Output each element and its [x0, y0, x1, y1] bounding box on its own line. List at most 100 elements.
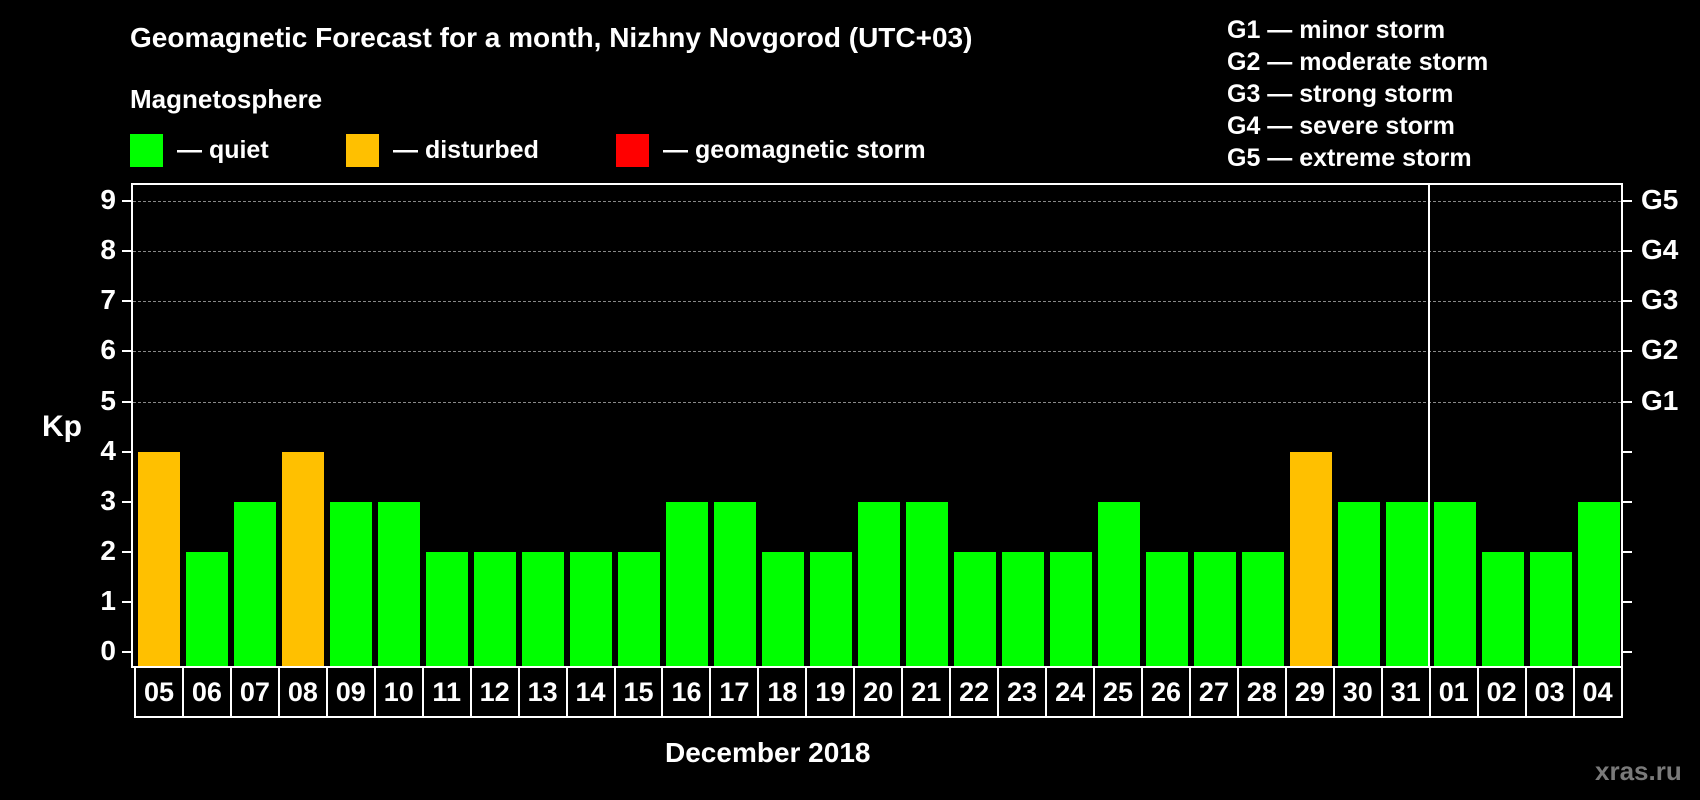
right-y-tick	[1623, 500, 1632, 503]
y-axis-label: Kp	[42, 410, 82, 443]
disturbed-swatch	[346, 133, 379, 167]
date-label: 14	[568, 668, 616, 716]
bar-23	[1002, 551, 1044, 668]
gridline	[133, 251, 1621, 253]
plot-frame	[131, 183, 1623, 668]
date-label: 02	[1479, 668, 1527, 716]
y-tick-label: 5	[100, 384, 116, 416]
bar-12	[474, 551, 516, 668]
y-tick	[122, 550, 131, 553]
storm-level-g2: G2 — moderate storm	[1227, 48, 1489, 76]
y-tick	[122, 450, 131, 453]
storm-level-tick-label: G1	[1641, 384, 1679, 416]
date-label: 31	[1383, 668, 1431, 716]
storm-level-g3: G3 — strong storm	[1227, 80, 1454, 108]
y-tick-label: 1	[100, 584, 116, 616]
date-label: 27	[1191, 668, 1239, 716]
right-y-tick	[1623, 600, 1632, 603]
chart-subtitle: Magnetosphere	[130, 84, 323, 114]
bar-25	[1098, 501, 1140, 668]
bar-10	[378, 501, 420, 668]
date-label: 23	[999, 668, 1048, 716]
y-tick-label: 9	[100, 184, 116, 216]
y-tick-label: 4	[100, 434, 116, 466]
legend-storm: — geomagnetic storm	[616, 133, 926, 167]
right-y-tick	[1623, 550, 1632, 553]
bar-27	[1194, 551, 1236, 668]
legend-label: — geomagnetic storm	[663, 135, 926, 164]
gridline	[133, 201, 1621, 203]
gridline	[133, 351, 1621, 353]
y-tick-label: 2	[100, 534, 116, 566]
date-label: 05	[136, 668, 184, 716]
date-label: 09	[328, 668, 376, 716]
bar-29	[1290, 451, 1332, 668]
bar-16	[666, 501, 708, 668]
bar-02	[1482, 551, 1524, 668]
y-tick	[122, 600, 131, 603]
y-tick-label: 8	[100, 234, 116, 266]
date-label: 13	[520, 668, 568, 716]
bar-21	[906, 501, 948, 668]
legend-label: — quiet	[177, 135, 269, 164]
bar-05	[138, 451, 180, 668]
y-tick	[122, 350, 131, 353]
y-tick	[122, 200, 131, 203]
date-label: 25	[1095, 668, 1144, 716]
storm-level-tick-label: G5	[1641, 184, 1679, 216]
bar-09	[330, 501, 372, 668]
date-label: 21	[903, 668, 952, 716]
date-label: 29	[1287, 668, 1335, 716]
x-axis-label: December 2018	[665, 737, 871, 768]
right-y-tick	[1623, 400, 1632, 403]
bar-03	[1530, 551, 1572, 668]
storm-level-tick-label: G3	[1641, 284, 1679, 316]
chart-title: Geomagnetic Forecast for a month, Nizhny…	[130, 22, 973, 53]
y-tick	[122, 400, 131, 403]
y-tick	[122, 500, 131, 503]
storm-level-tick-label: G2	[1641, 334, 1679, 366]
bar-30	[1338, 501, 1380, 668]
date-label: 11	[424, 668, 472, 716]
date-label: 01	[1431, 668, 1479, 716]
legend-disturbed: — disturbed	[346, 133, 539, 167]
bar-20	[858, 501, 900, 668]
y-tick-label: 0	[100, 635, 116, 666]
month-divider	[1428, 183, 1430, 668]
bar-17	[714, 501, 756, 668]
y-tick-label: 7	[100, 284, 116, 316]
quiet-swatch	[130, 133, 163, 167]
bar-01	[1434, 501, 1476, 668]
storm-level-g4: G4 — severe storm	[1227, 112, 1455, 140]
y-tick-label: 6	[100, 334, 116, 366]
right-y-tick	[1623, 350, 1632, 353]
date-label: 17	[711, 668, 760, 716]
date-label: 24	[1047, 668, 1096, 716]
bar-28	[1242, 551, 1284, 668]
bar-07	[234, 501, 276, 668]
bar-31	[1386, 501, 1428, 668]
bar-22	[954, 551, 996, 668]
right-y-tick	[1623, 300, 1632, 303]
storm-level-g5: G5 — extreme storm	[1227, 144, 1472, 172]
y-tick	[122, 651, 131, 653]
date-labels-row: 05 06 07 08 09 10 11 12 13 14 15 16 17 18 19 20 21 22 23 24…	[134, 668, 1623, 718]
bar-18	[762, 551, 804, 668]
date-label: 10	[376, 668, 424, 716]
right-y-tick	[1623, 651, 1632, 653]
bar-14	[570, 551, 612, 668]
date-label: 20	[855, 668, 904, 716]
bar-06	[186, 551, 228, 668]
date-label: 15	[616, 668, 664, 716]
date-label: 26	[1143, 668, 1191, 716]
y-tick	[122, 300, 131, 303]
storm-swatch	[616, 133, 649, 167]
right-y-tick	[1623, 450, 1632, 453]
right-y-tick	[1623, 200, 1632, 203]
watermark: xras.ru	[1595, 756, 1682, 786]
storm-level-g1: G1 — minor storm	[1227, 16, 1446, 44]
date-label: 03	[1527, 668, 1575, 716]
bar-24	[1050, 551, 1092, 668]
date-label: 16	[663, 668, 712, 716]
date-label: 18	[759, 668, 808, 716]
